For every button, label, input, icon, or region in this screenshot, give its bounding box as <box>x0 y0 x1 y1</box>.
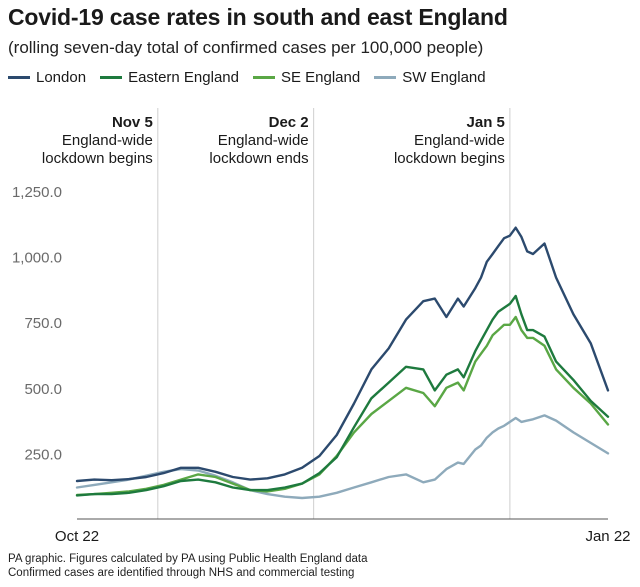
legend-label: SE England <box>280 69 361 86</box>
footer-note: Confirmed cases are identified through N… <box>8 567 355 579</box>
series-line-se-england <box>75 315 610 497</box>
legend-item-london: London <box>8 69 86 86</box>
y-tick-label: 750.0 <box>24 315 62 332</box>
legend-label: London <box>36 69 87 86</box>
legend-item-eastern-england: Eastern England <box>100 69 239 86</box>
y-tick-label: 250.0 <box>24 446 62 463</box>
annotation-date: Jan 5 <box>467 114 505 131</box>
series-line-london <box>75 226 610 483</box>
annotation-text: England-wide <box>414 132 505 149</box>
annotation-text: lockdown begins <box>394 150 505 167</box>
legend-item-sw-england: SW England <box>374 69 486 86</box>
legend-label: Eastern England <box>128 69 239 86</box>
footer-source: PA graphic. Figures calculated by PA usi… <box>8 553 368 565</box>
annotation-text: lockdown ends <box>209 150 308 167</box>
x-tick-label: Jan 22 <box>585 528 630 545</box>
legend-swatch <box>374 76 397 79</box>
y-tick-label: 500.0 <box>24 381 62 398</box>
annotation-text: lockdown begins <box>42 150 153 167</box>
legend-swatch <box>100 76 123 79</box>
chart-legend: London Eastern England SE England SW Eng… <box>8 69 500 86</box>
legend-item-se-england: SE England <box>252 69 361 86</box>
series-line-eastern-england <box>75 294 610 497</box>
series-line-sw-england <box>75 414 610 500</box>
page-subtitle: (rolling seven-day total of confirmed ca… <box>8 38 484 57</box>
annotation-text: England-wide <box>62 132 153 149</box>
legend-swatch <box>8 76 30 79</box>
y-tick-label: 1,250.0 <box>12 184 62 201</box>
annotation-date: Dec 2 <box>269 114 309 131</box>
annotation-date: Nov 5 <box>112 114 153 131</box>
legend-label: SW England <box>402 69 486 86</box>
x-tick-label: Oct 22 <box>55 528 99 545</box>
legend-swatch <box>252 76 275 79</box>
annotation-text: England-wide <box>218 132 309 149</box>
y-tick-label: 1,000.0 <box>12 250 62 267</box>
page-title: Covid-19 case rates in south and east En… <box>8 4 508 30</box>
chart-footer: PA graphic. Figures calculated by PA usi… <box>8 552 368 580</box>
